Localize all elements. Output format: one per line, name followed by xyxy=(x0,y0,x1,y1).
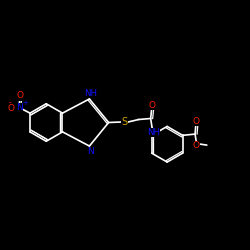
Text: -: - xyxy=(8,98,11,108)
Text: N: N xyxy=(87,147,94,156)
Text: S: S xyxy=(122,117,128,127)
Text: O: O xyxy=(16,91,23,100)
Text: N: N xyxy=(16,103,22,112)
Text: +: + xyxy=(22,100,28,106)
Text: O: O xyxy=(7,104,14,113)
Text: O: O xyxy=(148,101,156,110)
Text: O: O xyxy=(193,141,200,150)
Text: NH: NH xyxy=(147,128,160,137)
Text: NH: NH xyxy=(84,89,97,98)
Text: O: O xyxy=(192,117,199,126)
